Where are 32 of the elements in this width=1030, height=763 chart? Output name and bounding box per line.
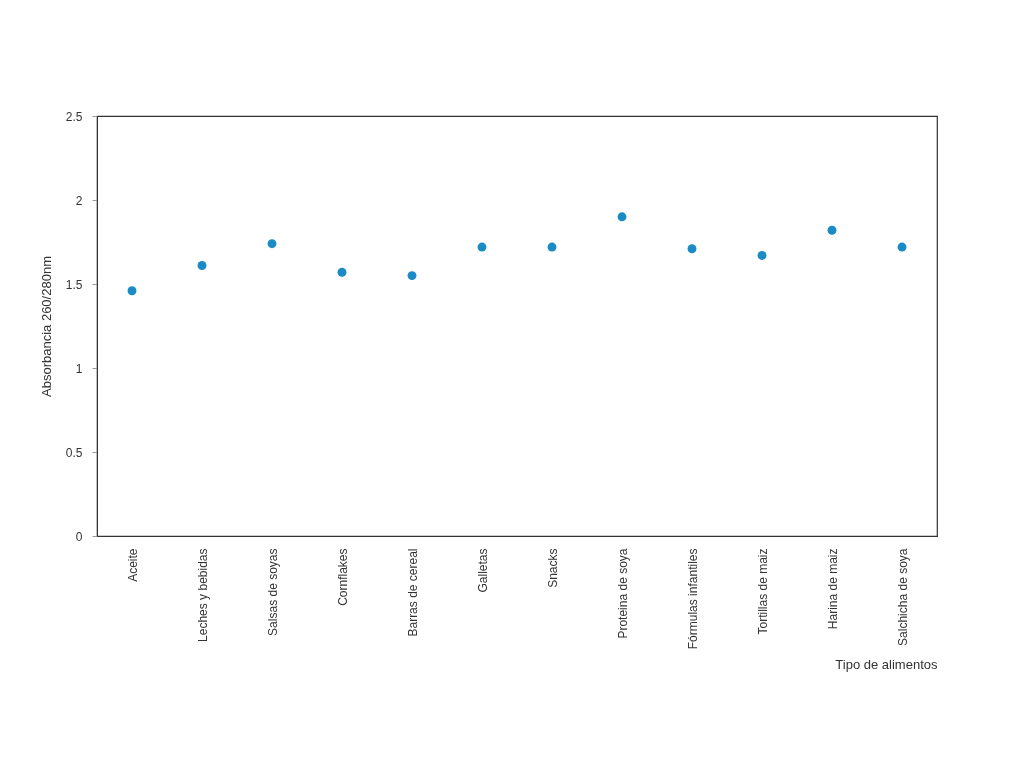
point xyxy=(617,212,627,222)
x-tick-label: Galletas xyxy=(475,548,490,593)
x-tick-label: Salsas de soyas xyxy=(265,548,280,636)
point xyxy=(897,242,907,252)
point xyxy=(197,261,207,270)
point xyxy=(477,242,487,252)
x-axis-title: Tipo de alimentos xyxy=(835,657,938,673)
x-tick-label: Leches y bebidas xyxy=(195,548,210,642)
y-tick-label: 1 xyxy=(75,361,83,376)
x-tick-label: Cornflakes xyxy=(335,548,350,606)
x-tick-label: Snacks xyxy=(545,548,560,588)
y-tick-label: 2 xyxy=(75,193,83,208)
point xyxy=(127,286,137,296)
y-tick-label: 2.5 xyxy=(65,109,83,124)
x-tick-label: Aceite xyxy=(125,548,140,582)
y-axis-title: Absorbancia 260/280nm xyxy=(38,256,54,397)
point xyxy=(267,239,277,249)
y-tick-label: 0.5 xyxy=(65,445,83,460)
x-tick-label: Proteina de soya xyxy=(615,548,630,639)
point xyxy=(757,250,767,260)
point xyxy=(547,242,557,252)
point xyxy=(687,244,697,254)
y-tick-label: 0 xyxy=(75,529,83,544)
x-tick-label: Salchicha de soya xyxy=(895,548,910,646)
point xyxy=(827,225,837,235)
x-tick-label: Tortillas de maiz xyxy=(755,548,770,635)
point xyxy=(407,271,417,281)
y-tick-label: 1.5 xyxy=(65,277,83,292)
point xyxy=(337,267,347,277)
x-tick-label: Barras de cereal xyxy=(405,548,420,637)
x-tick-label: Harina de maiz xyxy=(825,548,840,630)
x-tick-label: Fórmulas infantiles xyxy=(685,548,700,650)
